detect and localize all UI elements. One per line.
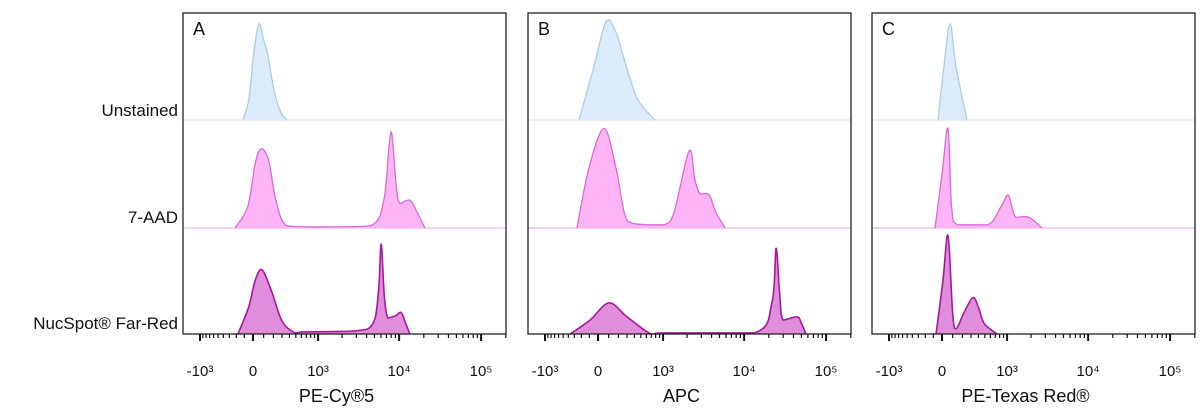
row-label-unstained: Unstained bbox=[101, 101, 178, 120]
tick-label: 10³ bbox=[307, 363, 329, 380]
row-label-7-aad: 7-AAD bbox=[128, 208, 178, 227]
histogram-line-7-aad bbox=[234, 131, 426, 229]
x-axis-label: APC bbox=[663, 386, 700, 406]
histogram-line-7-aad bbox=[934, 127, 1043, 229]
tick-label: 10⁴ bbox=[1077, 363, 1100, 380]
histogram-fill-unstained bbox=[579, 19, 656, 120]
panel-c: C -10³ 0 10³ 10⁴ 10⁵ PE-Texas Red® bbox=[871, 12, 1196, 406]
x-axis-label: PE-Texas Red® bbox=[961, 386, 1089, 406]
histogram-line-unstained bbox=[242, 23, 288, 121]
panel-b: B -10³ 0 10³ 10⁴ 10⁵ APC bbox=[527, 12, 852, 406]
panel-frame bbox=[527, 12, 852, 335]
x-axis-label: PE-Cy®5 bbox=[299, 386, 374, 406]
histogram-fill-7-aad bbox=[935, 127, 1043, 228]
tick-label: 10⁵ bbox=[815, 363, 838, 380]
tick-label: -10³ bbox=[876, 363, 903, 380]
tick-label: 10⁴ bbox=[733, 363, 756, 380]
histogram-line-nucspot bbox=[935, 234, 998, 335]
histogram-fill-unstained bbox=[243, 23, 288, 120]
tick-label: 0 bbox=[594, 363, 602, 380]
histogram-line-nucspot bbox=[569, 247, 807, 335]
tick-label: -10³ bbox=[187, 363, 214, 380]
tick-label: 0 bbox=[249, 363, 257, 380]
histogram-line-nucspot bbox=[237, 243, 411, 335]
tick-label: 10⁵ bbox=[470, 363, 493, 380]
tick-label: 10³ bbox=[652, 363, 674, 380]
histogram-line-unstained bbox=[578, 19, 656, 121]
panel-letter: A bbox=[193, 19, 205, 39]
tick-label: 10⁵ bbox=[1159, 363, 1182, 380]
panel-letter: C bbox=[882, 19, 895, 39]
panel-frame bbox=[871, 12, 1196, 335]
x-axis-ticks: -10³ 0 10³ 10⁴ 10⁵ bbox=[187, 334, 507, 380]
x-axis-ticks: -10³ 0 10³ 10⁴ 10⁵ bbox=[876, 334, 1196, 380]
histogram-fill-unstained bbox=[937, 23, 967, 121]
histogram-fill-7-aad bbox=[576, 128, 725, 228]
tick-label: 10⁴ bbox=[388, 363, 411, 380]
histogram-fill-nucspot bbox=[570, 248, 806, 334]
histogram-fill-7-aad bbox=[235, 131, 425, 228]
tick-label: 10³ bbox=[996, 363, 1018, 380]
histogram-line-7-aad bbox=[576, 127, 726, 229]
panel-letter: B bbox=[538, 19, 550, 39]
histogram-fill-nucspot bbox=[237, 244, 410, 334]
histogram-fill-nucspot bbox=[936, 234, 997, 334]
panel-frame bbox=[182, 12, 507, 335]
tick-label: -10³ bbox=[532, 363, 559, 380]
x-axis-ticks: -10³ 0 10³ 10⁴ 10⁵ bbox=[532, 334, 852, 380]
panel-a: A -10³ 0 10³ 10⁴ 10⁵ PE-Cy®5 bbox=[182, 12, 507, 406]
histogram-line-unstained bbox=[937, 23, 968, 121]
row-label-nucspot-far-red: NucSpot® Far-Red bbox=[33, 314, 178, 333]
tick-label: 0 bbox=[938, 363, 946, 380]
